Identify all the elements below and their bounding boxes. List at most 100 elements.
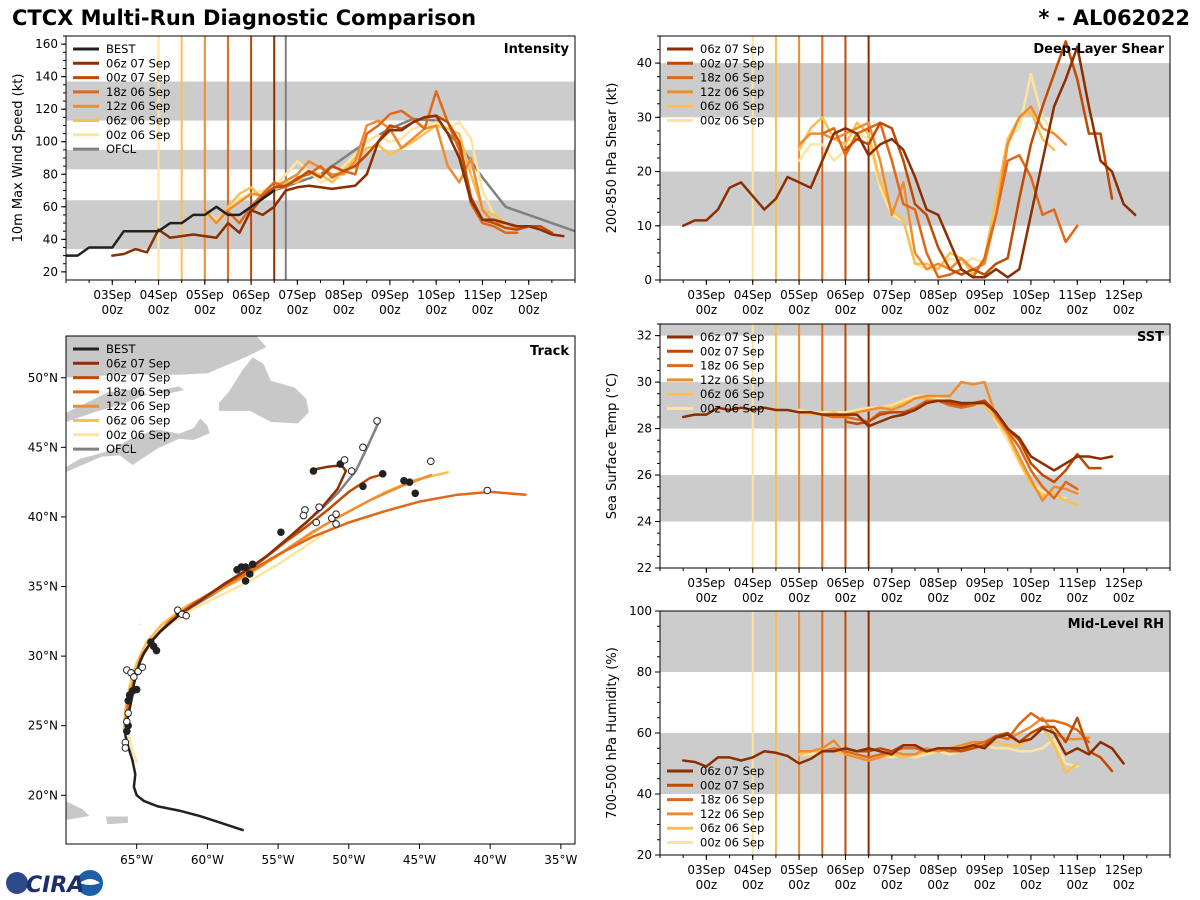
land-polygon [105, 815, 129, 825]
track-panel: 65°W 60°W 55°W 50°W 45°W 40°W 35°W 20°N 25°N 30°N… [28, 335, 578, 867]
legend-label: 00z 06 Sep [106, 128, 170, 142]
track-point-filled [241, 577, 250, 585]
x-tick-sublabel: 00z [287, 303, 309, 317]
legend-label: 12z 06 Sep [700, 807, 764, 821]
track-point-open [138, 663, 147, 672]
x-tick-label: 05Sep [780, 576, 818, 590]
legend-label: 00z 07 Sep [700, 778, 764, 792]
track-point-filled [246, 570, 254, 578]
y-axis-label: 200-850 hPa Shear (kt) [605, 83, 620, 234]
x-tick-label: 11Sep [1058, 863, 1096, 877]
page-title: CTCX Multi-Run Diagnostic Comparison [12, 6, 477, 30]
land-polygon [137, 622, 143, 626]
track-point-open [299, 511, 308, 520]
x-tick-sublabel: 00z [379, 303, 401, 317]
track-point-open [332, 510, 340, 518]
x-tick-label: 65°W [120, 853, 153, 867]
track-point-filled [309, 467, 318, 475]
panel-title: Mid-Level RH [1068, 617, 1164, 632]
shaded-band [660, 475, 1170, 522]
plot-area [66, 36, 575, 280]
x-tick-label: 03Sep [93, 288, 131, 302]
x-tick-label: 04Sep [734, 288, 772, 302]
cira-logo: CIRA [6, 870, 103, 898]
panel-title: SST [1137, 330, 1164, 345]
y-tick-label: 60 [43, 200, 58, 214]
x-tick-label: 10Sep [1012, 288, 1050, 302]
legend-label: 06z 06 Sep [700, 821, 764, 835]
y-tick-label: 20 [637, 165, 652, 179]
x-tick-sublabel: 00z [974, 878, 996, 892]
y-tick-label: 22 [637, 561, 652, 575]
track-point-filled [152, 646, 161, 655]
y-tick-label: 80 [637, 665, 652, 679]
y-tick-label: 32 [637, 329, 652, 343]
y-axis-label: Sea Surface Temp (°C) [605, 373, 620, 520]
x-tick-sublabel: 00z [927, 591, 949, 605]
y-tick-label: 100 [629, 604, 652, 618]
legend-label: 06z 06 Sep [700, 99, 764, 113]
y-tick-label: 140 [35, 70, 58, 84]
x-tick-label: 11Sep [464, 288, 502, 302]
land-polygon [66, 800, 91, 821]
y-tick-label: 20 [637, 848, 652, 862]
series-line-06z-07-sep [111, 114, 565, 257]
x-tick-label: 12Sep [1105, 288, 1143, 302]
x-tick-sublabel: 00z [742, 591, 764, 605]
x-tick-label: 06Sep [827, 576, 865, 590]
plot-area [660, 36, 1170, 280]
shear-panel: 01020304003Sep00z04Sep00z05Sep00z06Sep00… [605, 35, 1171, 317]
shaded-band [660, 611, 1170, 672]
x-tick-sublabel: 00z [518, 303, 540, 317]
legend-label: OFCL [106, 142, 137, 156]
x-tick-label: 04Sep [140, 288, 178, 302]
legend-label: 00z 07 Sep [106, 371, 170, 385]
legend-label: 06z 07 Sep [700, 764, 764, 778]
track-point-open [373, 417, 381, 425]
x-tick-label: 05Sep [780, 863, 818, 877]
track-point-open [359, 443, 367, 452]
x-tick-label: 12Sep [510, 288, 548, 302]
x-tick-label: 03Sep [687, 863, 725, 877]
legend-label: 06z 07 Sep [700, 42, 764, 56]
x-tick-label: 05Sep [780, 288, 818, 302]
x-tick-label: 09Sep [966, 288, 1004, 302]
legend-label: 12z 06 Sep [106, 399, 170, 413]
x-tick-label: 07Sep [873, 288, 911, 302]
legend-label: 00z 06 Sep [700, 836, 764, 850]
x-tick-sublabel: 00z [742, 878, 764, 892]
x-tick-sublabel: 00z [881, 878, 903, 892]
legend-label: OFCL [106, 442, 137, 456]
legend-label: 00z 06 Sep [106, 428, 170, 442]
x-tick-sublabel: 00z [927, 303, 949, 317]
track-point-open [122, 717, 131, 726]
legend-label: BEST [106, 42, 136, 56]
x-tick-label: 60°W [191, 853, 224, 867]
map-area [66, 336, 527, 832]
legend-label: BEST [106, 342, 136, 356]
track-point-filled [378, 469, 387, 478]
y-axis-label: 700-500 hPa Humidity (%) [605, 647, 620, 819]
x-tick-label: 08Sep [919, 863, 957, 877]
y-tick-label: 40 [637, 56, 652, 70]
shaded-band [660, 382, 1170, 429]
x-tick-sublabel: 00z [1020, 303, 1042, 317]
track-point-filled [411, 489, 420, 498]
x-tick-sublabel: 00z [835, 878, 857, 892]
x-tick-label: 06Sep [827, 863, 865, 877]
y-axis-label: 10m Max Wind Speed (kt) [11, 74, 26, 243]
series-line-00z-07-sep [249, 114, 554, 235]
x-tick-sublabel: 00z [425, 303, 447, 317]
rh-panel: 2040608010003Sep00z04Sep00z05Sep00z06Sep… [605, 604, 1171, 892]
x-tick-label: 10Sep [1012, 576, 1050, 590]
plot-area [660, 611, 1170, 855]
legend-label: 06z 07 Sep [106, 356, 170, 370]
panel-title: Track [530, 344, 569, 359]
x-tick-label: 12Sep [1105, 576, 1143, 590]
panel-title: Intensity [504, 42, 570, 57]
legend-label: 06z 06 Sep [700, 387, 764, 401]
track-point-open [312, 518, 321, 527]
x-tick-sublabel: 00z [835, 303, 857, 317]
series-line-ofcl [173, 418, 382, 622]
